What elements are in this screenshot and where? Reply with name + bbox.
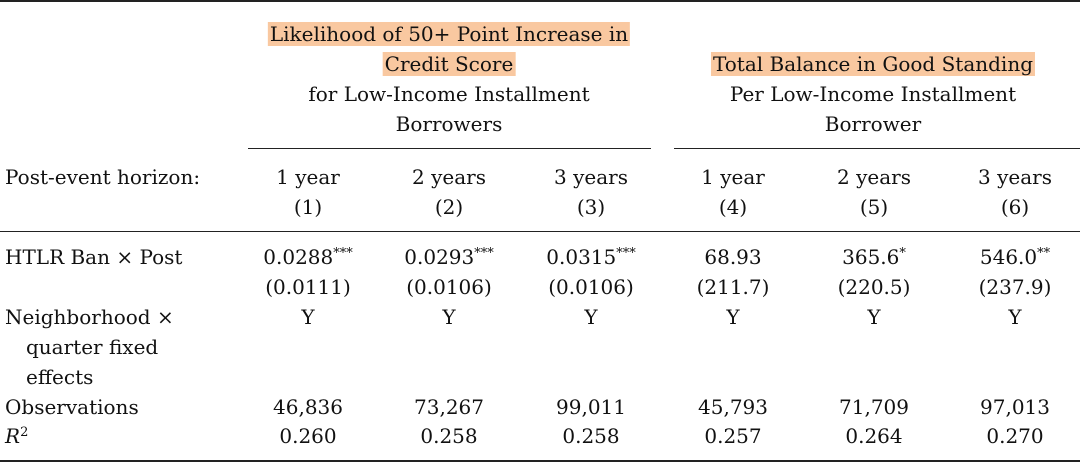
panel-b-subtitle-line1: Per Low-Income Installment bbox=[729, 82, 1017, 106]
col-2-horizon: 2 years bbox=[412, 165, 486, 189]
col-6-number: (6) bbox=[1000, 195, 1030, 219]
significance-stars: ** bbox=[1037, 246, 1051, 261]
col-3-horizon: 3 years bbox=[554, 165, 628, 189]
htlr-se-4: (211.7) bbox=[696, 275, 770, 299]
col-1-number: (1) bbox=[293, 195, 323, 219]
panel-b-title-line1: Total Balance in Good Standing bbox=[710, 52, 1036, 76]
col-2-number: (2) bbox=[434, 195, 464, 219]
obs-value-1: 46,836 bbox=[273, 395, 343, 419]
panel-b-rule bbox=[674, 148, 1080, 149]
r2-value-5: 0.264 bbox=[845, 424, 903, 448]
coef-value: 0.0288 bbox=[263, 245, 334, 269]
r2-value-4: 0.257 bbox=[704, 424, 762, 448]
panel-a-subtitle-line2: Borrowers bbox=[395, 112, 503, 136]
panel-a-subtitle-line1: for Low-Income Installment bbox=[308, 82, 590, 106]
htlr-se-5: (220.5) bbox=[837, 275, 911, 299]
col-5-horizon: 2 years bbox=[837, 165, 911, 189]
fe-label-line2: quarter fixed bbox=[26, 335, 159, 359]
horizon-label: Post-event horizon: bbox=[5, 165, 201, 189]
r2-value-1: 0.260 bbox=[279, 424, 337, 448]
panel-a-rule bbox=[248, 148, 651, 149]
significance-stars: *** bbox=[474, 246, 494, 261]
panel-a-title-line1: Likelihood of 50+ Point Increase in bbox=[267, 22, 631, 46]
fe-value-5: Y bbox=[867, 305, 881, 329]
htlr-coef-5: 365.6* bbox=[842, 243, 906, 271]
htlr-coef-3: 0.0315*** bbox=[546, 243, 635, 271]
fe-value-6: Y bbox=[1008, 305, 1022, 329]
htlr-se-1: (0.0111) bbox=[265, 275, 351, 299]
obs-value-5: 71,709 bbox=[839, 395, 909, 419]
r2-symbol: R bbox=[5, 424, 21, 448]
htlr-se-2: (0.0106) bbox=[406, 275, 492, 299]
col-4-number: (4) bbox=[718, 195, 748, 219]
obs-value-6: 97,013 bbox=[980, 395, 1050, 419]
r2-row-label: R2 bbox=[5, 422, 28, 450]
fe-value-1: Y bbox=[301, 305, 315, 329]
fe-label-line1: Neighborhood × bbox=[5, 305, 174, 329]
bottom-rule bbox=[0, 460, 1080, 462]
obs-value-3: 99,011 bbox=[556, 395, 626, 419]
fe-value-2: Y bbox=[442, 305, 456, 329]
r2-superscript: 2 bbox=[20, 425, 29, 440]
coef-value: 546.0 bbox=[979, 245, 1038, 269]
htlr-coef-6: 546.0** bbox=[980, 243, 1050, 271]
htlr-coef-1: 0.0288*** bbox=[263, 243, 352, 271]
obs-value-2: 73,267 bbox=[414, 395, 484, 419]
htlr-row-label: HTLR Ban × Post bbox=[5, 245, 183, 269]
htlr-se-6: (237.9) bbox=[978, 275, 1052, 299]
htlr-coef-4: 68.93 bbox=[704, 243, 761, 271]
obs-value-4: 45,793 bbox=[698, 395, 768, 419]
fe-value-3: Y bbox=[584, 305, 598, 329]
col-6-horizon: 3 years bbox=[978, 165, 1052, 189]
coef-value: 0.0315 bbox=[546, 245, 617, 269]
significance-stars: *** bbox=[333, 246, 353, 261]
r2-value-2: 0.258 bbox=[420, 424, 478, 448]
htlr-se-3: (0.0106) bbox=[548, 275, 634, 299]
fe-value-4: Y bbox=[726, 305, 740, 329]
significance-stars: *** bbox=[616, 246, 636, 261]
coef-value: 0.0293 bbox=[404, 245, 475, 269]
panel-a-title-line2: Credit Score bbox=[382, 52, 516, 76]
r2-value-3: 0.258 bbox=[562, 424, 620, 448]
col-1-horizon: 1 year bbox=[276, 165, 340, 189]
col-4-horizon: 1 year bbox=[701, 165, 765, 189]
col-5-number: (5) bbox=[859, 195, 889, 219]
htlr-coef-2: 0.0293*** bbox=[404, 243, 493, 271]
col-3-number: (3) bbox=[576, 195, 606, 219]
coef-value: 68.93 bbox=[704, 245, 762, 269]
top-rule bbox=[0, 0, 1080, 2]
header-rule bbox=[0, 231, 1080, 232]
fe-label-line3: effects bbox=[26, 365, 94, 389]
significance-stars: * bbox=[899, 246, 906, 261]
r2-value-6: 0.270 bbox=[986, 424, 1044, 448]
coef-value: 365.6 bbox=[842, 245, 900, 269]
obs-row-label: Observations bbox=[5, 395, 139, 419]
panel-b-subtitle-line2: Borrower bbox=[824, 112, 922, 136]
